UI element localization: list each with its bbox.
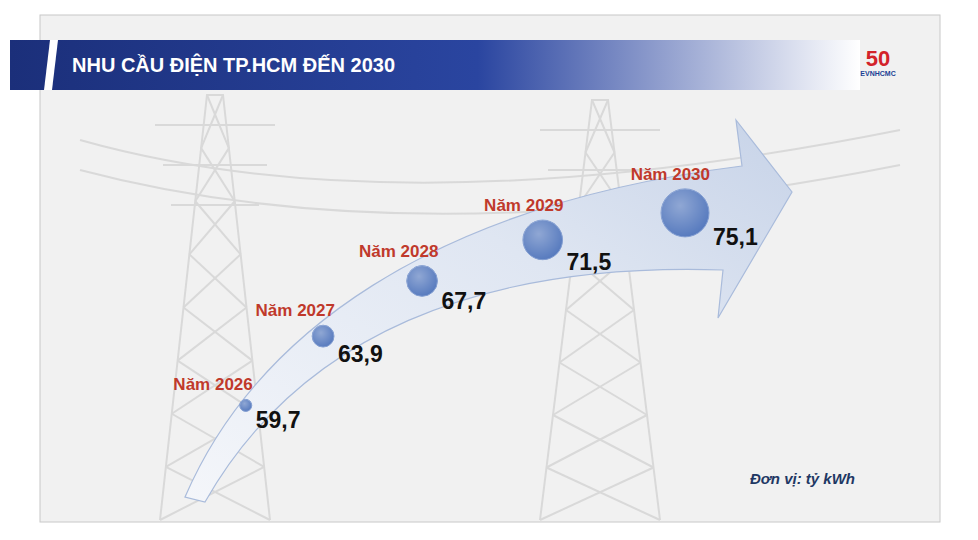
bubble: [312, 325, 334, 347]
pylon-brace: [195, 201, 240, 254]
pylon-brace: [184, 254, 241, 307]
bubble: [661, 189, 709, 237]
category-label: Năm 2026: [173, 375, 252, 394]
logo-number: 50: [866, 46, 890, 71]
pylon-arm: [171, 204, 259, 206]
chart-root: NHU CẦU ĐIỆN TP.HCM ĐẾN 2030 50EVNHCMC Năm…: [0, 0, 978, 540]
title-band: [10, 40, 860, 90]
bubbles: [240, 189, 709, 412]
pylon-brace: [560, 310, 635, 363]
pylon-brace: [586, 100, 609, 153]
pylon-brace: [189, 201, 234, 254]
pylon-brace: [189, 254, 246, 307]
pylon-brace: [547, 415, 648, 468]
category-label: Năm 2029: [484, 196, 563, 215]
bubble-shine: [523, 220, 563, 260]
pylon-arm: [540, 129, 660, 131]
pylon-brace: [172, 361, 253, 414]
bubble: [407, 266, 438, 297]
labels: Năm 202659,7 Năm 2027 63,9 Năm 2028 67,7 Năm …: [173, 165, 758, 434]
bubble: [240, 399, 252, 411]
category-label: Năm 2028: [359, 242, 438, 261]
panel: [40, 15, 940, 522]
pylon-brace: [178, 308, 247, 361]
pylon-brace: [201, 95, 223, 148]
pylon-brace: [195, 148, 229, 201]
bubble-shine: [240, 399, 252, 411]
pylon-brace: [560, 363, 648, 416]
pylon-brace: [547, 468, 661, 521]
bubble-shine: [407, 266, 438, 297]
category-label: Năm 2030: [631, 165, 710, 184]
logo-text: EVNHCMC: [860, 70, 895, 77]
bubble: [523, 220, 563, 260]
arrow: [185, 120, 792, 502]
bubble-shine: [312, 325, 334, 347]
bubble-shine: [661, 189, 709, 237]
annotation: Đơn vị: tỷ kWh: [750, 470, 855, 487]
data-label: 63,9: [338, 341, 383, 367]
pylons: [80, 95, 900, 520]
pylon-brace: [553, 415, 654, 468]
pylon-brace: [553, 363, 641, 416]
pylon-arm: [163, 164, 267, 166]
category-label: Năm 2027: [256, 301, 335, 320]
pylon-arm: [155, 124, 275, 126]
data-label: 71,5: [567, 249, 612, 275]
title: NHU CẦU ĐIỆN TP.HCM ĐẾN 2030: [72, 53, 395, 76]
pylon-brace: [566, 310, 641, 363]
pylon-brace: [540, 468, 654, 521]
pylon-brace: [184, 308, 253, 361]
data-label: 59,7: [256, 407, 301, 433]
pylon-brace: [592, 100, 615, 153]
pylon-brace: [201, 148, 235, 201]
title-slash: [44, 40, 58, 90]
data-label: 67,7: [441, 288, 486, 314]
data-label: 75,1: [713, 224, 758, 250]
pylon-leg: [540, 100, 660, 520]
pylon-brace: [207, 95, 229, 148]
